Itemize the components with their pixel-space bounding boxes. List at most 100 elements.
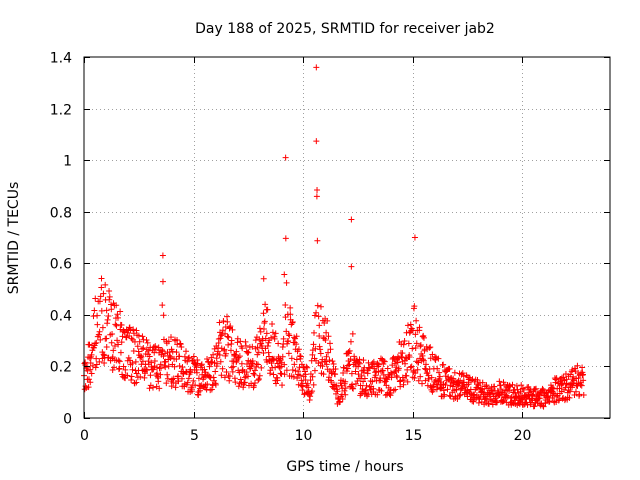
data-point bbox=[100, 351, 107, 358]
data-point bbox=[313, 64, 320, 71]
data-point bbox=[404, 366, 411, 373]
data-point bbox=[296, 372, 303, 379]
data-point bbox=[260, 350, 267, 356]
data-point bbox=[241, 374, 248, 381]
data-point bbox=[103, 307, 110, 314]
data-point bbox=[580, 377, 587, 384]
data-point bbox=[103, 344, 110, 351]
data-point bbox=[518, 382, 525, 389]
data-point bbox=[381, 358, 388, 365]
data-point bbox=[295, 381, 302, 388]
data-point bbox=[287, 311, 294, 318]
data-point bbox=[283, 279, 290, 286]
data-point bbox=[176, 362, 183, 369]
data-point bbox=[346, 347, 353, 354]
data-point bbox=[417, 343, 424, 350]
data-point bbox=[178, 375, 185, 382]
data-point bbox=[355, 359, 362, 366]
data-point bbox=[256, 325, 263, 332]
data-point bbox=[347, 338, 354, 345]
data-point bbox=[307, 377, 314, 384]
data-point bbox=[219, 327, 226, 334]
data-point bbox=[270, 371, 277, 378]
x-axis-label: GPS time / hours bbox=[286, 459, 403, 475]
data-point bbox=[93, 355, 100, 362]
data-point bbox=[173, 356, 180, 363]
data-point bbox=[136, 338, 143, 345]
data-point bbox=[275, 340, 282, 347]
data-point bbox=[391, 369, 398, 376]
data-point bbox=[357, 382, 364, 389]
data-point bbox=[225, 341, 232, 348]
data-point bbox=[113, 322, 120, 329]
data-point bbox=[285, 338, 292, 345]
data-point bbox=[400, 377, 407, 384]
data-point bbox=[84, 367, 91, 374]
data-point bbox=[94, 321, 101, 328]
data-point bbox=[446, 392, 453, 399]
data-point bbox=[92, 340, 99, 347]
data-point bbox=[156, 385, 163, 392]
data-point bbox=[539, 385, 546, 392]
data-point bbox=[570, 373, 577, 380]
data-point bbox=[193, 369, 200, 376]
data-point bbox=[132, 358, 139, 365]
data-point bbox=[179, 364, 186, 371]
data-point bbox=[148, 359, 155, 366]
data-point bbox=[440, 387, 447, 394]
data-point bbox=[513, 382, 520, 389]
data-point bbox=[451, 369, 458, 376]
data-point bbox=[279, 344, 286, 351]
data-point bbox=[366, 364, 373, 371]
data-point bbox=[88, 370, 95, 377]
data-point bbox=[214, 360, 221, 367]
data-point bbox=[498, 386, 505, 393]
data-point bbox=[484, 395, 491, 402]
data-point bbox=[219, 365, 226, 372]
data-point bbox=[271, 355, 278, 362]
data-point bbox=[96, 328, 103, 335]
data-point bbox=[225, 334, 232, 341]
data-point bbox=[464, 393, 471, 400]
data-point bbox=[206, 373, 213, 380]
data-point bbox=[231, 351, 238, 358]
data-point bbox=[206, 363, 213, 370]
data-point bbox=[533, 385, 540, 392]
data-point bbox=[456, 380, 463, 387]
data-point bbox=[86, 355, 93, 362]
data-point bbox=[108, 339, 115, 346]
data-point bbox=[159, 278, 166, 285]
data-point bbox=[116, 365, 123, 372]
data-point bbox=[403, 372, 410, 379]
data-point bbox=[441, 391, 448, 398]
data-point bbox=[226, 373, 233, 380]
data-point bbox=[282, 235, 289, 242]
data-point bbox=[566, 388, 573, 395]
data-point bbox=[262, 335, 269, 342]
data-point bbox=[320, 371, 327, 378]
data-point bbox=[440, 361, 447, 368]
data-point bbox=[380, 357, 387, 364]
data-point bbox=[513, 394, 520, 401]
data-point bbox=[164, 371, 171, 378]
data-point bbox=[572, 388, 579, 395]
data-point bbox=[128, 377, 135, 384]
data-point bbox=[229, 368, 236, 375]
data-point bbox=[289, 319, 296, 326]
data-point bbox=[313, 193, 320, 200]
data-point bbox=[139, 333, 146, 340]
data-point bbox=[456, 392, 463, 399]
data-point bbox=[185, 375, 192, 382]
data-point bbox=[313, 309, 320, 316]
data-point bbox=[97, 293, 104, 300]
data-point bbox=[329, 358, 336, 365]
data-point bbox=[103, 335, 110, 342]
data-point bbox=[213, 355, 220, 362]
data-point bbox=[250, 382, 257, 389]
data-point bbox=[270, 356, 277, 363]
data-point bbox=[135, 348, 142, 355]
data-point bbox=[360, 378, 367, 385]
data-point bbox=[479, 386, 486, 393]
data-point bbox=[118, 322, 125, 329]
data-point bbox=[117, 308, 124, 315]
